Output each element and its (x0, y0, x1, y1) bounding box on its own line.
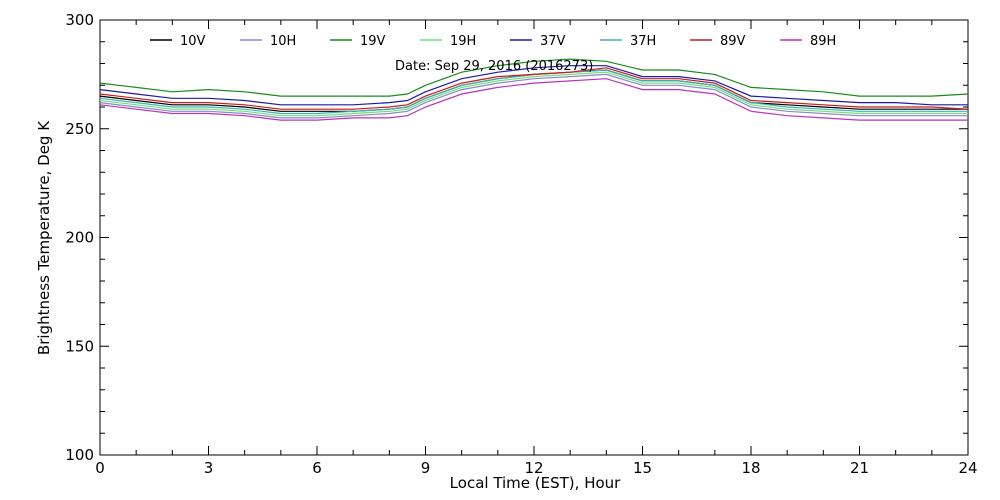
legend: 10V 10H 19V 19H 37V 37H 89V 89H (150, 34, 836, 49)
x-tick-label: 24 (958, 459, 977, 477)
x-tick-label: 12 (524, 459, 543, 477)
plot-area (99, 19, 969, 456)
legend-label-10v: 10V (180, 34, 206, 49)
y-tick-label: 200 (65, 229, 94, 247)
legend-label-10h: 10H (270, 34, 296, 49)
y-tick-label: 150 (65, 337, 94, 355)
legend-label-37v: 37V (540, 34, 566, 49)
legend-label-19v: 19V (360, 34, 386, 49)
series-layer (99, 58, 969, 121)
axis-ticks (99, 19, 969, 456)
series-line-19v (99, 58, 969, 97)
series-line-37v (99, 65, 968, 106)
y-axis-title: Brightness Temperature, Deg K (35, 120, 53, 355)
x-tick-label: 15 (633, 459, 652, 477)
tick-labels: 0 3 6 9 12 15 18 21 24 100 150 200 250 300 (65, 11, 977, 477)
x-tick-label: 21 (850, 459, 869, 477)
x-tick-label: 0 (95, 459, 105, 477)
series-line-89v (99, 67, 969, 110)
series-line-37h (99, 69, 968, 115)
x-axis-title: Local Time (EST), Hour (450, 474, 621, 492)
legend-label-89h: 89H (810, 34, 836, 49)
y-tick-label: 100 (65, 446, 94, 464)
legend-label-37h: 37H (630, 34, 656, 49)
x-tick-label: 6 (312, 459, 322, 477)
series-line-89h (99, 78, 968, 121)
y-tick-label: 250 (65, 120, 94, 138)
x-tick-label: 18 (741, 459, 760, 477)
x-tick-label: 3 (204, 459, 214, 477)
date-annotation: Date: Sep 29, 2016 (2016273) (395, 59, 593, 74)
series-line-10h (99, 73, 968, 119)
legend-label-89v: 89V (720, 34, 746, 49)
legend-label-19h: 19H (450, 34, 476, 49)
plot-frame (99, 19, 969, 456)
series-line-19h (99, 71, 968, 117)
y-tick-label: 300 (65, 11, 94, 29)
x-tick-label: 9 (421, 459, 431, 477)
